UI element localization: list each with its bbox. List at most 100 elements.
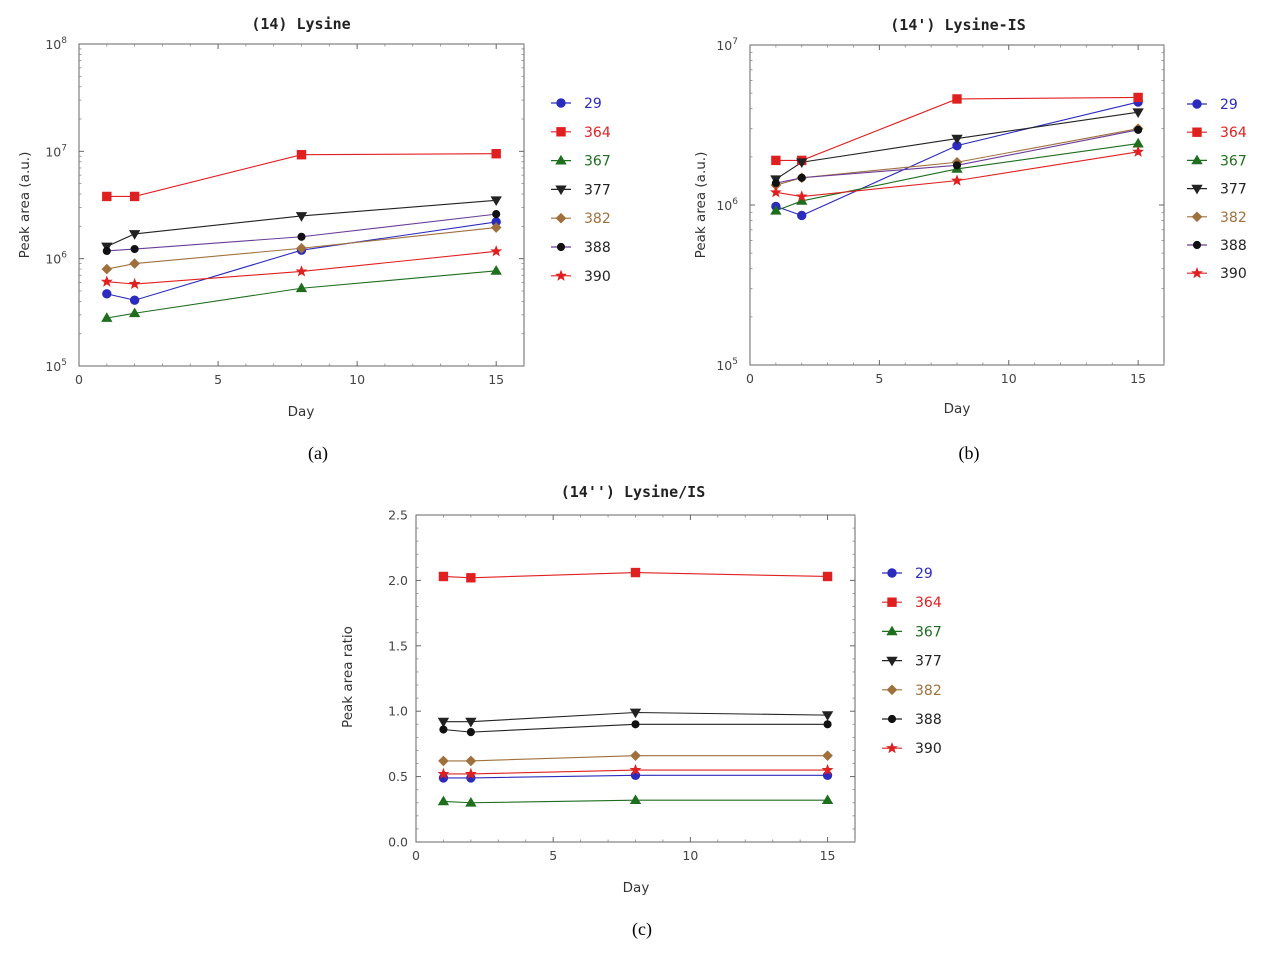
chart-c-legend-390-label: 390 — [915, 741, 942, 757]
chart-a-series-367-line — [106, 270, 497, 319]
chart-a-title: (14) Lysine — [251, 15, 350, 33]
chart-a-xtick-label: 10 — [349, 372, 365, 387]
chart-c-series-367-line — [443, 799, 828, 804]
chart-a-ytick-exponent: 5 — [61, 358, 67, 368]
chart-c-series-382-point — [438, 755, 449, 767]
chart-b-xtick-label: 10 — [1001, 371, 1017, 386]
chart-c-panel-label: (c) — [632, 919, 652, 940]
chart-b-ytick-base: 10 — [716, 198, 732, 213]
chart-b-series-377-line — [775, 111, 1139, 180]
chart-c-legend-29-label: 29 — [915, 566, 933, 582]
chart-b-series-364-point — [952, 94, 962, 104]
chart-a-series-382-line — [106, 226, 497, 270]
chart-a-series-388-point — [492, 210, 501, 219]
chart-a-series-364-point — [129, 191, 140, 202]
chart-c-ticks: 0 5 10 15 0.0 0.5 1.0 1.5 2.0 2.5 — [388, 508, 856, 863]
chart-c-series-367-point — [437, 795, 450, 806]
chart-a-ylabel: Peak area (a.u.) — [17, 152, 33, 259]
chart-b-legend-367-marker — [1191, 154, 1203, 165]
chart-a-legend-388-marker — [556, 242, 566, 252]
chart-c-ytick-label: 0.0 — [388, 835, 408, 850]
chart-c-series-382-line — [443, 755, 828, 762]
chart-a-xtick-label: 15 — [488, 372, 504, 387]
chart-b-legend-390-marker — [1191, 266, 1203, 279]
chart-c-ytick-label: 1.5 — [388, 638, 408, 653]
chart-c-series-367-point — [465, 796, 477, 807]
chart-b-ytick-exponent: 5 — [732, 357, 738, 367]
chart-b-ylabel: Peak area (a.u.) — [693, 152, 709, 259]
chart-b-ytick-base: 10 — [716, 358, 732, 373]
chart-b-ytick-exponent: 7 — [732, 37, 738, 47]
chart-a-ytick-label: 106 — [45, 251, 67, 267]
chart-b-legend-377-label: 377 — [1220, 182, 1247, 198]
chart-a-ytick-base: 10 — [45, 252, 61, 267]
chart-c-plot-area — [415, 514, 856, 843]
chart-c-ylabel: Peak area ratio — [340, 626, 356, 728]
chart-a-series-lines — [106, 153, 497, 319]
chart-a-legend-377-label: 377 — [584, 182, 611, 198]
chart-a-ytick-base: 10 — [45, 37, 61, 52]
chart-b-series-390-point — [769, 186, 782, 198]
chart-a-legend-390-label: 390 — [584, 269, 611, 285]
chart-a-legend-29-label: 29 — [584, 96, 602, 112]
chart-a-series-388-point — [102, 246, 111, 256]
chart-a-legend-382-marker — [555, 212, 567, 224]
chart-b-legend-388-marker — [1192, 240, 1202, 250]
chart-b-xtick-label: 0 — [746, 371, 754, 386]
chart-b-series-388-point — [797, 173, 806, 182]
chart-c-series-382-point — [630, 750, 641, 761]
chart-a-legend-364-label: 364 — [584, 125, 611, 141]
chart-a-legend-367-label: 367 — [584, 154, 611, 170]
chart-b-ytick-label: 105 — [716, 357, 738, 373]
chart-b-series-364-point — [1133, 92, 1143, 103]
chart-b-title: (14') Lysine-IS — [890, 16, 1025, 34]
chart-a-ytick-label: 107 — [45, 143, 67, 159]
chart-a-series-390-line — [106, 250, 497, 285]
chart-b-legend-29-label: 29 — [1220, 97, 1238, 113]
chart-b-plot-area — [749, 44, 1165, 366]
chart-c-legend: 29 364 367 377 382 388 390 — [882, 566, 942, 757]
chart-b-ytick-label: 106 — [716, 197, 738, 213]
chart-c-legend-29-marker — [887, 568, 897, 578]
chart-b-xtick-label: 5 — [875, 371, 883, 386]
chart-c-legend-388-label: 388 — [915, 712, 942, 728]
chart-a-ytick-exponent: 7 — [61, 143, 67, 153]
chart-a-series-364-point — [296, 150, 307, 160]
chart-a-ytick-exponent: 8 — [61, 36, 67, 46]
chart-a-series-367-point — [101, 312, 113, 322]
chart-b-series-29-line — [775, 101, 1139, 217]
chart-a-ytick-label: 105 — [45, 358, 67, 374]
chart-c-series-388-point — [439, 725, 448, 734]
chart-c-series-364-line — [443, 571, 828, 579]
chart-b-legend-367-label: 367 — [1220, 153, 1247, 169]
chart-a-series-29-line — [106, 221, 497, 301]
chart-c-ytick-label: 2.0 — [388, 573, 408, 588]
chart-a-legend-364-marker — [556, 127, 566, 137]
chart-b-series-388-point — [771, 179, 780, 188]
chart-a-series-390-point — [100, 275, 113, 287]
chart-c-markers — [437, 567, 834, 807]
chart-b-series-388-line — [775, 129, 1139, 184]
chart-a-legend: 29 364 367 377 382 388 390 — [551, 96, 611, 285]
chart-a-series-382-point — [101, 263, 113, 275]
chart-c-ytick-label: 0.5 — [388, 769, 408, 784]
chart-b-series-377-point — [796, 158, 808, 169]
chart-b-panel-label: (b) — [959, 443, 980, 464]
chart-a-ytick-base: 10 — [45, 144, 61, 159]
chart-b-series-390-point — [1132, 145, 1145, 157]
chart-c-legend-390-marker — [886, 741, 898, 754]
chart-b-series-377-point — [1132, 108, 1144, 119]
chart-b-legend-390-label: 390 — [1220, 266, 1247, 282]
chart-c-series-364-point — [822, 571, 833, 582]
chart-c-series-390-point — [821, 763, 834, 776]
chart-b-legend: 29 364 367 377 382 388 390 — [1187, 97, 1247, 282]
chart-c-legend-388-marker — [887, 714, 897, 724]
chart-c-series-390-point — [629, 763, 642, 776]
chart-a-series-388-point — [130, 244, 139, 254]
chart-a-series-364-point — [491, 149, 501, 159]
chart-c-series-388-line — [443, 723, 828, 733]
